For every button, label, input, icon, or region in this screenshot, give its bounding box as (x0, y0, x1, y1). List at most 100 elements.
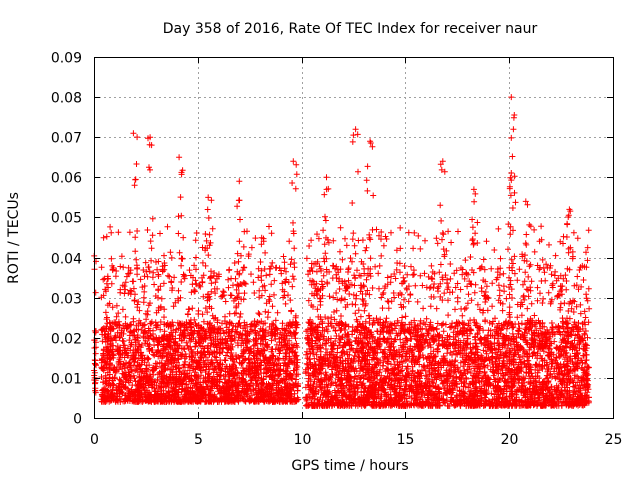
data-point (397, 224, 404, 231)
data-point (258, 273, 265, 279)
data-point (197, 283, 204, 290)
data-point (313, 268, 320, 275)
data-point (452, 306, 458, 313)
data-point (262, 249, 269, 256)
data-point (288, 308, 295, 315)
data-point (357, 282, 364, 289)
data-point (191, 316, 198, 323)
data-point (448, 323, 455, 330)
data-point (240, 243, 247, 250)
data-point (186, 267, 193, 274)
data-point (379, 305, 386, 312)
data-point (557, 300, 564, 307)
data-point (281, 259, 288, 266)
data-point (445, 312, 452, 319)
data-point (219, 320, 225, 327)
data-point (154, 266, 161, 273)
data-point (280, 253, 287, 260)
data-point (226, 310, 233, 317)
data-point (134, 271, 141, 278)
data-point (176, 249, 183, 256)
data-point (276, 371, 283, 378)
data-point (150, 351, 157, 358)
data-point (178, 255, 185, 262)
data-point (290, 276, 297, 283)
data-point (218, 372, 224, 379)
data-point (231, 337, 238, 344)
data-point (236, 314, 243, 320)
data-point (465, 291, 472, 298)
data-point (417, 245, 424, 252)
data-point (238, 252, 244, 259)
data-point (122, 313, 129, 320)
data-point (133, 256, 140, 263)
data-point (167, 345, 174, 351)
data-point (132, 248, 139, 255)
data-point (195, 307, 202, 314)
data-point (489, 280, 496, 287)
data-point (185, 306, 192, 313)
data-point (408, 263, 414, 270)
data-point (552, 252, 559, 259)
data-point (144, 227, 151, 233)
data-point (140, 294, 147, 301)
data-point (165, 272, 171, 279)
data-point (234, 329, 241, 336)
data-point (228, 275, 235, 282)
data-point (542, 277, 549, 284)
data-point (306, 243, 313, 249)
data-point (93, 258, 99, 265)
data-point (237, 310, 244, 317)
data-point (107, 223, 114, 230)
data-point (480, 256, 487, 263)
data-point (379, 291, 386, 298)
chart-title: Day 358 of 2016, Rate Of TEC Index for r… (163, 21, 538, 37)
data-point (134, 228, 141, 234)
data-point (509, 330, 516, 337)
data-point (120, 264, 127, 271)
data-point (561, 300, 568, 307)
data-point (92, 357, 99, 364)
data-point (99, 338, 106, 345)
data-point (130, 278, 137, 285)
data-point (271, 277, 278, 284)
data-point (337, 248, 343, 255)
data-point (489, 303, 496, 310)
data-point (158, 295, 165, 302)
data-point (161, 252, 167, 259)
data-point (185, 311, 191, 318)
data-point (204, 309, 211, 316)
data-point (98, 264, 105, 271)
data-point (147, 238, 154, 245)
data-point (122, 279, 129, 286)
data-point (342, 235, 348, 242)
data-point (210, 315, 217, 322)
data-point (137, 276, 144, 283)
data-point (241, 228, 248, 235)
data-point (92, 350, 99, 357)
data-point (308, 237, 315, 244)
data-point (234, 340, 241, 346)
data-point (248, 244, 255, 251)
data-point (262, 308, 269, 315)
data-point (161, 314, 167, 321)
data-point (528, 300, 535, 307)
data-point (102, 309, 109, 316)
data-point (509, 267, 516, 274)
data-point (239, 365, 246, 371)
data-point (256, 311, 263, 318)
data-point (410, 245, 417, 252)
data-point (347, 255, 354, 262)
data-point (234, 250, 241, 257)
data-point (142, 259, 149, 266)
data-point (318, 278, 325, 285)
data-point (225, 276, 232, 283)
data-point (471, 289, 478, 296)
data-point (329, 275, 336, 282)
data-point (151, 281, 158, 288)
data-point (459, 312, 466, 319)
data-point (500, 270, 507, 277)
data-point (206, 231, 213, 238)
data-point (585, 285, 592, 292)
